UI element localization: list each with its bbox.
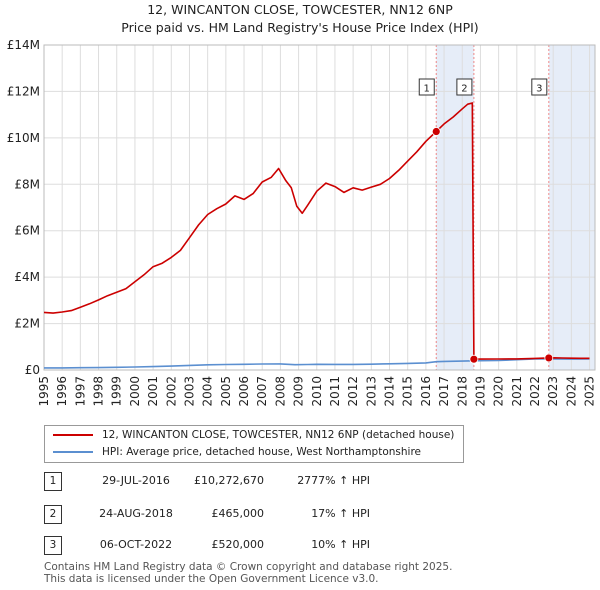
- sale-label-number: 2: [461, 84, 467, 95]
- hpi-line: [44, 358, 590, 369]
- x-tick-label: 2008: [273, 376, 287, 407]
- x-tick-label: 2024: [564, 376, 578, 407]
- chart-title: 12, WINCANTON CLOSE, TOWCESTER, NN12 6NP: [147, 2, 453, 17]
- x-tick-label: 1996: [55, 376, 69, 407]
- y-tick-label: £4M: [14, 270, 40, 284]
- x-tick-label: 2017: [437, 376, 451, 407]
- chart-subtitle: Price paid vs. HM Land Registry's House …: [121, 20, 479, 35]
- x-tick-label: 2005: [219, 376, 233, 407]
- legend-label-hpi: HPI: Average price, detached house, West…: [102, 446, 421, 458]
- x-tick-label: 2018: [455, 376, 469, 407]
- sale-number-badge: 1: [44, 472, 62, 491]
- sale-hpi-change: 10% ↑ HPI: [311, 538, 370, 551]
- x-tick-label: 2016: [419, 376, 433, 407]
- sale-label-number: 1: [424, 84, 430, 95]
- x-tick-label: 2020: [492, 376, 506, 407]
- sale-hpi-change: 17% ↑ HPI: [311, 507, 370, 520]
- sale-price: £520,000: [211, 538, 265, 551]
- x-tick-label: 2009: [292, 376, 306, 407]
- x-tick-label: 2023: [546, 376, 560, 407]
- sale-date: 29-JUL-2016: [102, 474, 170, 487]
- sale-number-badge: 2: [44, 505, 62, 524]
- sale-point: [544, 353, 554, 363]
- sale-label-box: [456, 78, 473, 96]
- sale-row: 2 24-AUG-2018 £465,000 17% ↑ HPI: [44, 505, 464, 525]
- x-tick-label: 2022: [528, 376, 542, 407]
- chart-legend: 12, WINCANTON CLOSE, TOWCESTER, NN12 6NP…: [44, 425, 464, 463]
- x-tick-label: 2013: [364, 376, 378, 407]
- x-tick-label: 2015: [401, 376, 415, 407]
- sale-number-badge: 3: [44, 536, 62, 555]
- y-tick-label: £12M: [7, 84, 40, 98]
- legend-label-property: 12, WINCANTON CLOSE, TOWCESTER, NN12 6NP…: [102, 429, 455, 441]
- x-tick-label: 2021: [510, 376, 524, 407]
- x-tick-label: 2011: [328, 376, 342, 407]
- legend-swatch-hpi: [53, 451, 93, 453]
- x-tick-label: 2025: [583, 376, 597, 407]
- sale-label-box: [531, 78, 548, 96]
- footer-license: This data is licensed under the Open Gov…: [44, 573, 379, 585]
- x-tick-label: 1998: [92, 376, 106, 407]
- y-tick-label: £8M: [14, 177, 40, 191]
- y-tick-label: £14M: [7, 38, 40, 52]
- price-chart: £0 £2M £4M £6M £8M £10M £12M £14M 1995 1996 1997 19…: [7, 38, 597, 407]
- sale-point: [469, 354, 479, 364]
- sale-label-number: 3: [536, 84, 542, 95]
- sale-label-box: [418, 78, 435, 96]
- x-tick-label: 2019: [473, 376, 487, 407]
- x-tick-label: 2007: [255, 376, 269, 407]
- footer-copyright: Contains HM Land Registry data © Crown c…: [44, 561, 453, 573]
- x-tick-label: 2000: [128, 376, 142, 407]
- sale-hpi-change: 2777% ↑ HPI: [297, 474, 370, 487]
- property-price-line: [43, 102, 590, 360]
- x-tick-label: 1997: [73, 376, 87, 407]
- x-tick-label: 1999: [110, 376, 124, 407]
- sale-point: [431, 127, 441, 136]
- sale-date: 24-AUG-2018: [99, 507, 173, 520]
- legend-item-property: 12, WINCANTON CLOSE, TOWCESTER, NN12 6NP…: [53, 427, 454, 443]
- sale-date: 06-OCT-2022: [99, 538, 173, 551]
- x-tick-label: 2006: [237, 376, 251, 407]
- x-tick-label: 2002: [164, 376, 178, 407]
- plot-frame: [43, 44, 596, 371]
- x-tick-label: 2012: [346, 376, 360, 407]
- x-tick-label: 2004: [201, 376, 215, 407]
- y-tick-label: £10M: [7, 131, 40, 145]
- sale-price: £465,000: [211, 507, 265, 520]
- x-tick-label: 2001: [146, 376, 160, 407]
- legend-item-hpi: HPI: Average price, detached house, West…: [53, 444, 421, 460]
- sale-row: 1 29-JUL-2016 £10,272,670 2777% ↑ HPI: [44, 472, 464, 492]
- plot-area: [44, 45, 595, 370]
- sale-price: £10,272,670: [194, 474, 264, 487]
- y-tick-label: £0: [25, 363, 40, 377]
- y-tick-label: £2M: [14, 317, 40, 331]
- shaded-period: [436, 45, 474, 370]
- sale-row: 3 06-OCT-2022 £520,000 10% ↑ HPI: [44, 536, 464, 556]
- x-tick-label: 2014: [383, 376, 397, 407]
- x-tick-label: 1995: [37, 376, 51, 407]
- legend-swatch-property: [53, 434, 93, 436]
- x-tick-label: 2010: [310, 376, 324, 407]
- y-tick-label: £6M: [14, 224, 40, 238]
- x-tick-label: 2003: [182, 376, 196, 407]
- shaded-period: [548, 45, 595, 370]
